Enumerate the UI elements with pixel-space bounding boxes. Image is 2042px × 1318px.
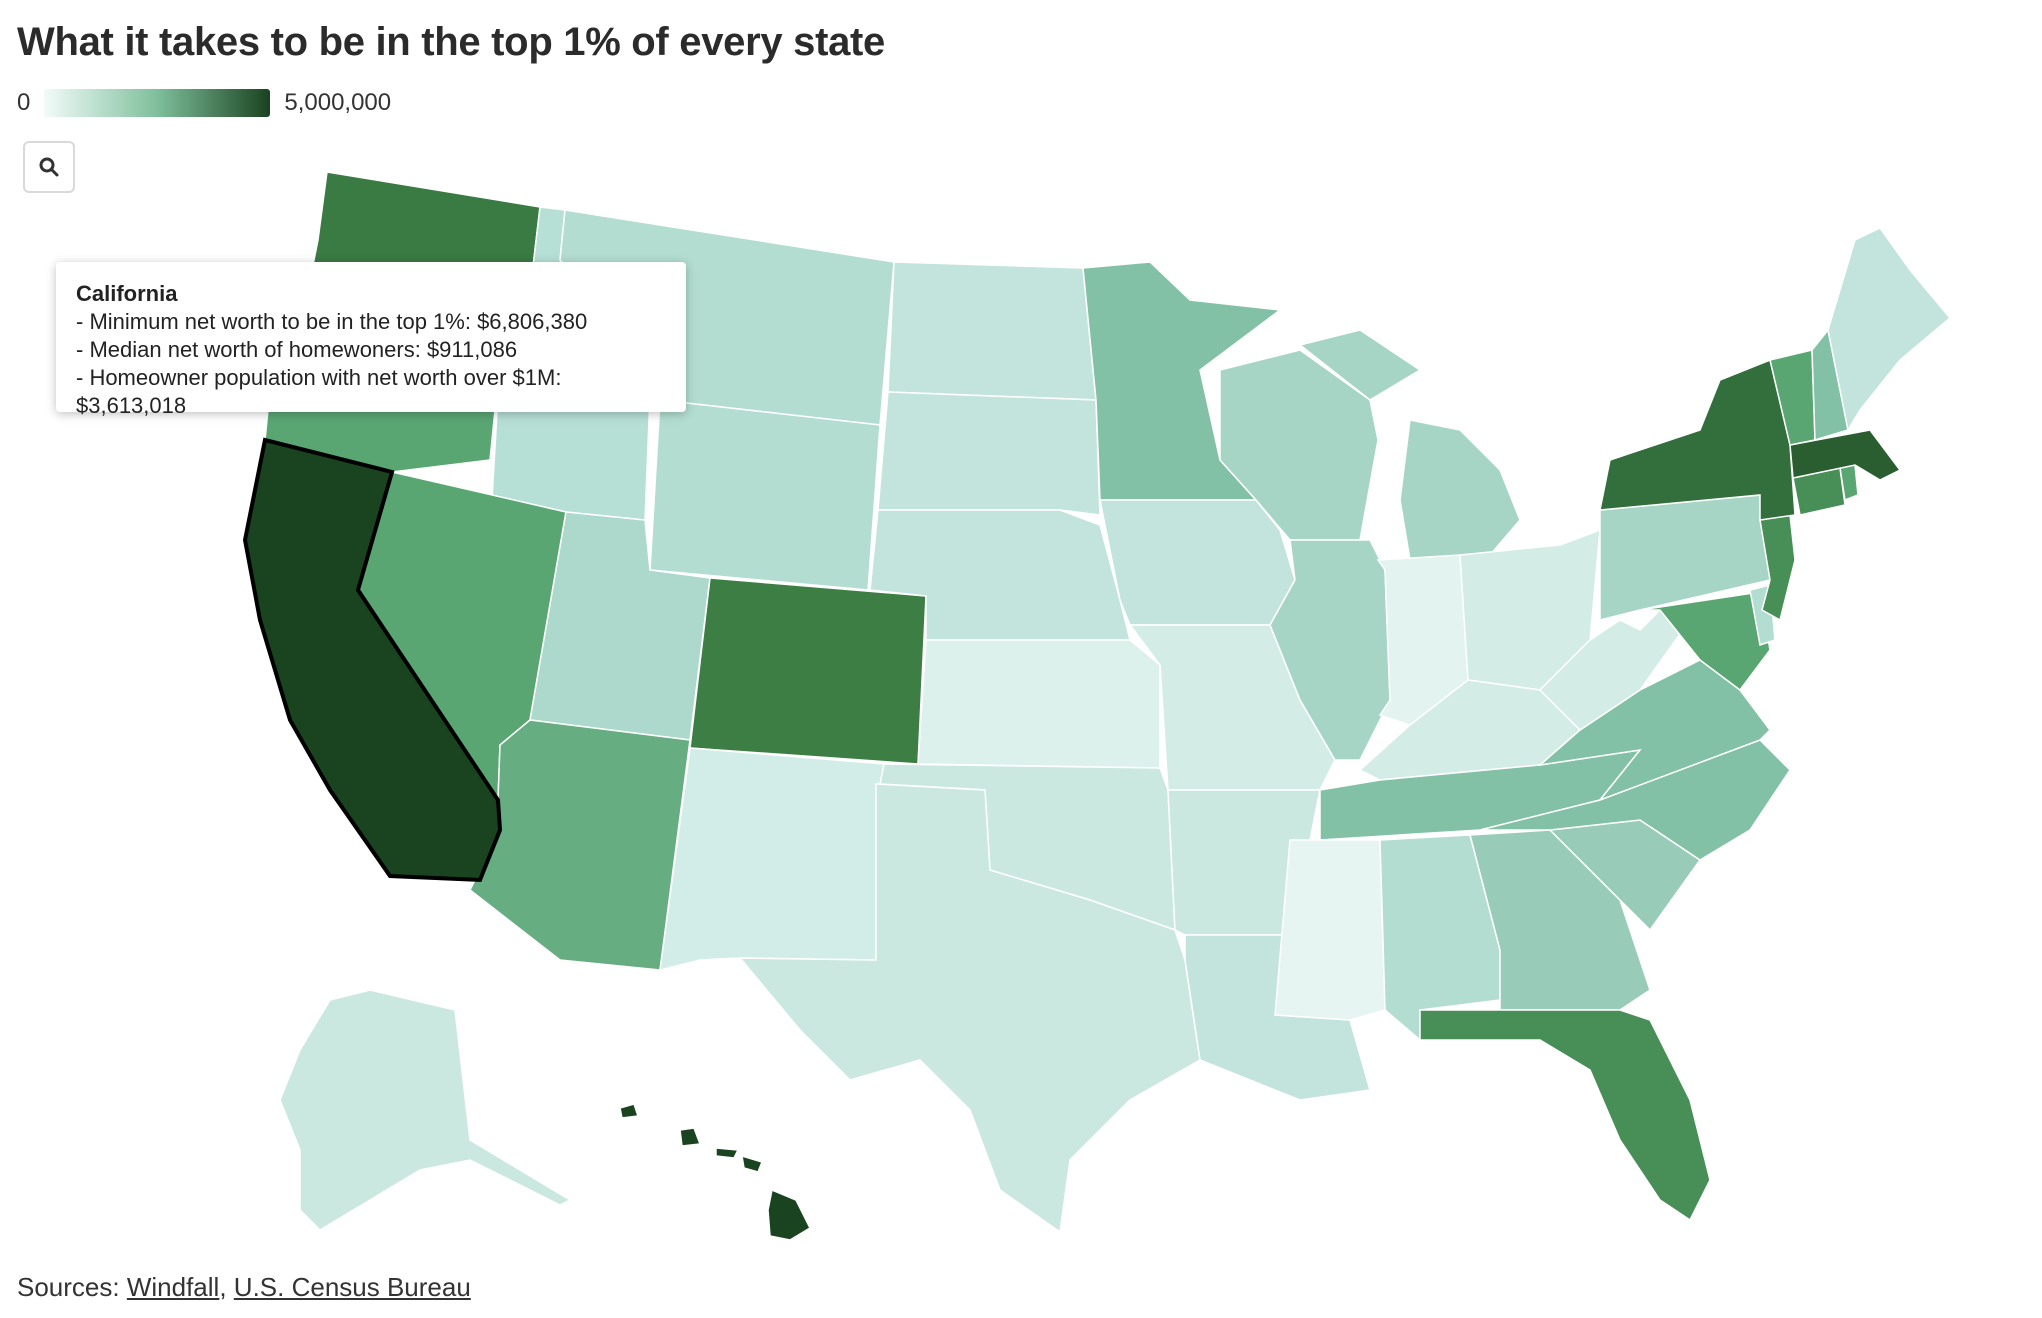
state-mississippi[interactable] (1274, 839, 1386, 1021)
source-link-census[interactable]: U.S. Census Bureau (233, 1272, 471, 1302)
tooltip-homeowner-population: - Homeowner population with net worth ov… (76, 365, 562, 418)
state-new-mexico[interactable] (659, 747, 885, 971)
state-kansas[interactable] (917, 639, 1161, 769)
sources-footer: Sources: Windfall, U.S. Census Bureau (17, 1272, 471, 1303)
color-legend: 0 5,000,000 (17, 88, 391, 118)
state-north-carolina[interactable] (1479, 739, 1791, 861)
state-illinois[interactable] (1269, 539, 1391, 761)
tooltip-min-net-worth: - Minimum net worth to be in the top 1%:… (76, 309, 588, 334)
state-hawaii[interactable] (619, 1103, 811, 1241)
state-new-york[interactable] (1599, 358, 1796, 521)
state-maine[interactable] (1827, 227, 1952, 433)
state-minnesota[interactable] (1082, 261, 1282, 501)
sources-separator: , (219, 1272, 227, 1302)
legend-min-label: 0 (17, 89, 31, 116)
chart-title: What it takes to be in the top 1% of eve… (17, 20, 886, 64)
state-tooltip: California - Minimum net worth to be in … (56, 262, 686, 418)
sources-label: Sources: (17, 1272, 120, 1302)
state-south-dakota[interactable] (877, 391, 1101, 516)
state-massachusetts[interactable] (1789, 429, 1902, 481)
source-link-windfall[interactable]: Windfall (126, 1272, 220, 1302)
legend-gradient-bar (44, 89, 271, 117)
search-button[interactable] (23, 141, 75, 193)
state-iowa[interactable] (1099, 499, 1296, 626)
tooltip-state-name: California (76, 281, 178, 306)
tooltip-median-net-worth: - Median net worth of homewoners: $911,0… (76, 337, 518, 362)
state-florida[interactable] (1419, 1009, 1711, 1222)
state-north-dakota[interactable] (887, 261, 1097, 401)
state-colorado[interactable] (689, 577, 927, 765)
state-wyoming[interactable] (649, 399, 881, 591)
search-icon (39, 157, 59, 177)
state-arizona[interactable] (469, 719, 691, 971)
state-california[interactable] (242, 437, 503, 883)
state-michigan[interactable] (1298, 329, 1521, 561)
legend-max-label: 5,000,000 (284, 89, 392, 116)
state-alaska[interactable] (279, 989, 572, 1231)
state-texas[interactable] (738, 783, 1201, 1234)
